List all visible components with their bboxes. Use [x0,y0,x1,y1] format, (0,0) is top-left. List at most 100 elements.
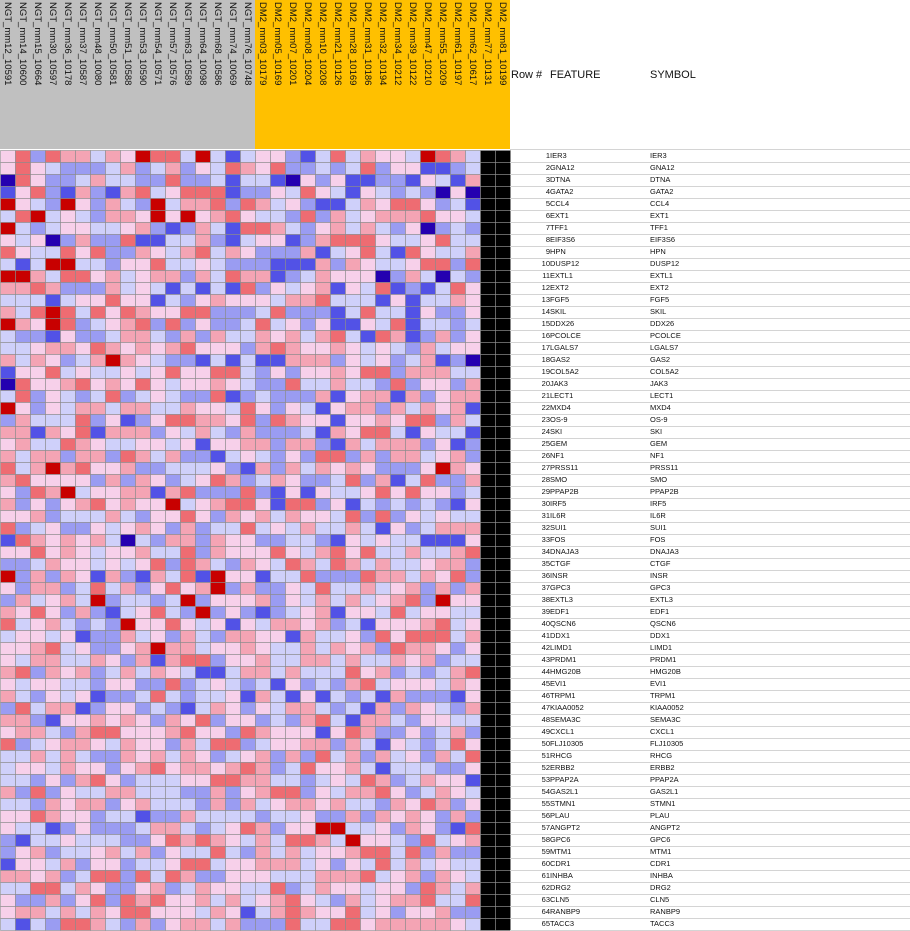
heatmap-cell [45,594,61,607]
heatmap-cell [270,174,286,187]
heatmap-cell [15,702,31,715]
heatmap-cell [255,630,271,643]
heatmap-cell [435,786,451,799]
heatmap-cell [90,438,106,451]
heatmap-cell [270,498,286,511]
heatmap-cell [315,858,331,871]
heatmap-cell [480,798,496,811]
symbol-cell: GEM [650,439,668,448]
heatmap-cell [195,450,211,463]
heatmap-cell [75,606,91,619]
heatmap-cell [15,330,31,343]
heatmap-cell [105,390,121,403]
feature-cell: QSCN6 [550,619,576,628]
heatmap-cell [390,210,406,223]
heatmap-cell [30,150,46,163]
heatmap-cell [315,450,331,463]
heatmap-cell [165,678,181,691]
heatmap-cell [60,354,76,367]
heatmap-cell [135,834,151,847]
heatmap-cell [300,870,316,883]
column-label: NGT_mm36_10178 [62,2,73,86]
heatmap-cell [300,906,316,919]
heatmap-cell [405,222,421,235]
heatmap-cell [390,630,406,643]
heatmap-cell [240,750,256,763]
heatmap-cell [45,270,61,283]
heatmap-cell [360,678,376,691]
heatmap-cell [165,474,181,487]
heatmap-cell [345,270,361,283]
heatmap-cell [465,558,481,571]
heatmap-cell [465,714,481,727]
heatmap-cell [375,738,391,751]
heatmap-cell [45,426,61,439]
heatmap-cell [375,714,391,727]
heatmap-cell [15,918,31,931]
heatmap-cell [480,654,496,667]
heatmap-cell [225,366,241,379]
heatmap-cell [450,762,466,775]
heatmap-cell [0,150,16,163]
column-label: DM2_mm10_10208 [317,2,328,86]
heatmap-cell [180,294,196,307]
heatmap-cell [465,174,481,187]
heatmap-cell [75,522,91,535]
heatmap-cell [195,198,211,211]
heatmap-cell [15,342,31,355]
row-number: 21 [541,391,550,400]
heatmap-cell [420,330,436,343]
heatmap-cell [45,258,61,271]
heatmap-cell [330,762,346,775]
heatmap-cell [300,450,316,463]
row-number: 58 [541,835,550,844]
heatmap-cell [375,870,391,883]
heatmap-cell [480,846,496,859]
heatmap-cell [495,774,511,787]
heatmap-cell [45,366,61,379]
heatmap-cell [90,486,106,499]
symbol-cell: LIMD1 [650,643,673,652]
heatmap-cell [390,474,406,487]
heatmap-cell [330,342,346,355]
heatmap-cell [75,774,91,787]
row-number: 46 [541,691,550,700]
row-number: 35 [541,559,550,568]
heatmap-cell [405,606,421,619]
heatmap-cell [90,858,106,871]
heatmap-cell [150,738,166,751]
heatmap-cell [360,306,376,319]
heatmap-cell [60,702,76,715]
heatmap-cell [30,702,46,715]
heatmap-cell [300,234,316,247]
heatmap-cell [360,222,376,235]
heatmap-cell [75,210,91,223]
heatmap-cell [480,726,496,739]
heatmap-cell [150,402,166,415]
heatmap-cell [480,582,496,595]
heatmap-cell [450,294,466,307]
heatmap-cell [240,390,256,403]
symbol-cell: PRDM1 [650,655,677,664]
heatmap-cell [450,918,466,931]
heatmap-cell [0,678,16,691]
heatmap-cell [270,594,286,607]
heatmap-cell [405,546,421,559]
table-row: 21 LECT1 LECT1 [510,390,910,403]
heatmap-cell [360,906,376,919]
heatmap-cell [285,858,301,871]
heatmap-cell [420,594,436,607]
heatmap-cell [285,282,301,295]
heatmap-cell [255,702,271,715]
heatmap-cell [420,522,436,535]
heatmap-cell [330,198,346,211]
heatmap-cell [120,246,136,259]
heatmap-cell [165,282,181,295]
heatmap-cell [345,834,361,847]
heatmap-cell [255,534,271,547]
heatmap-cell [0,546,16,559]
heatmap-cell [360,810,376,823]
heatmap-cell [15,666,31,679]
feature-cell: EIF3S6 [550,235,576,244]
heatmap-cell [420,438,436,451]
